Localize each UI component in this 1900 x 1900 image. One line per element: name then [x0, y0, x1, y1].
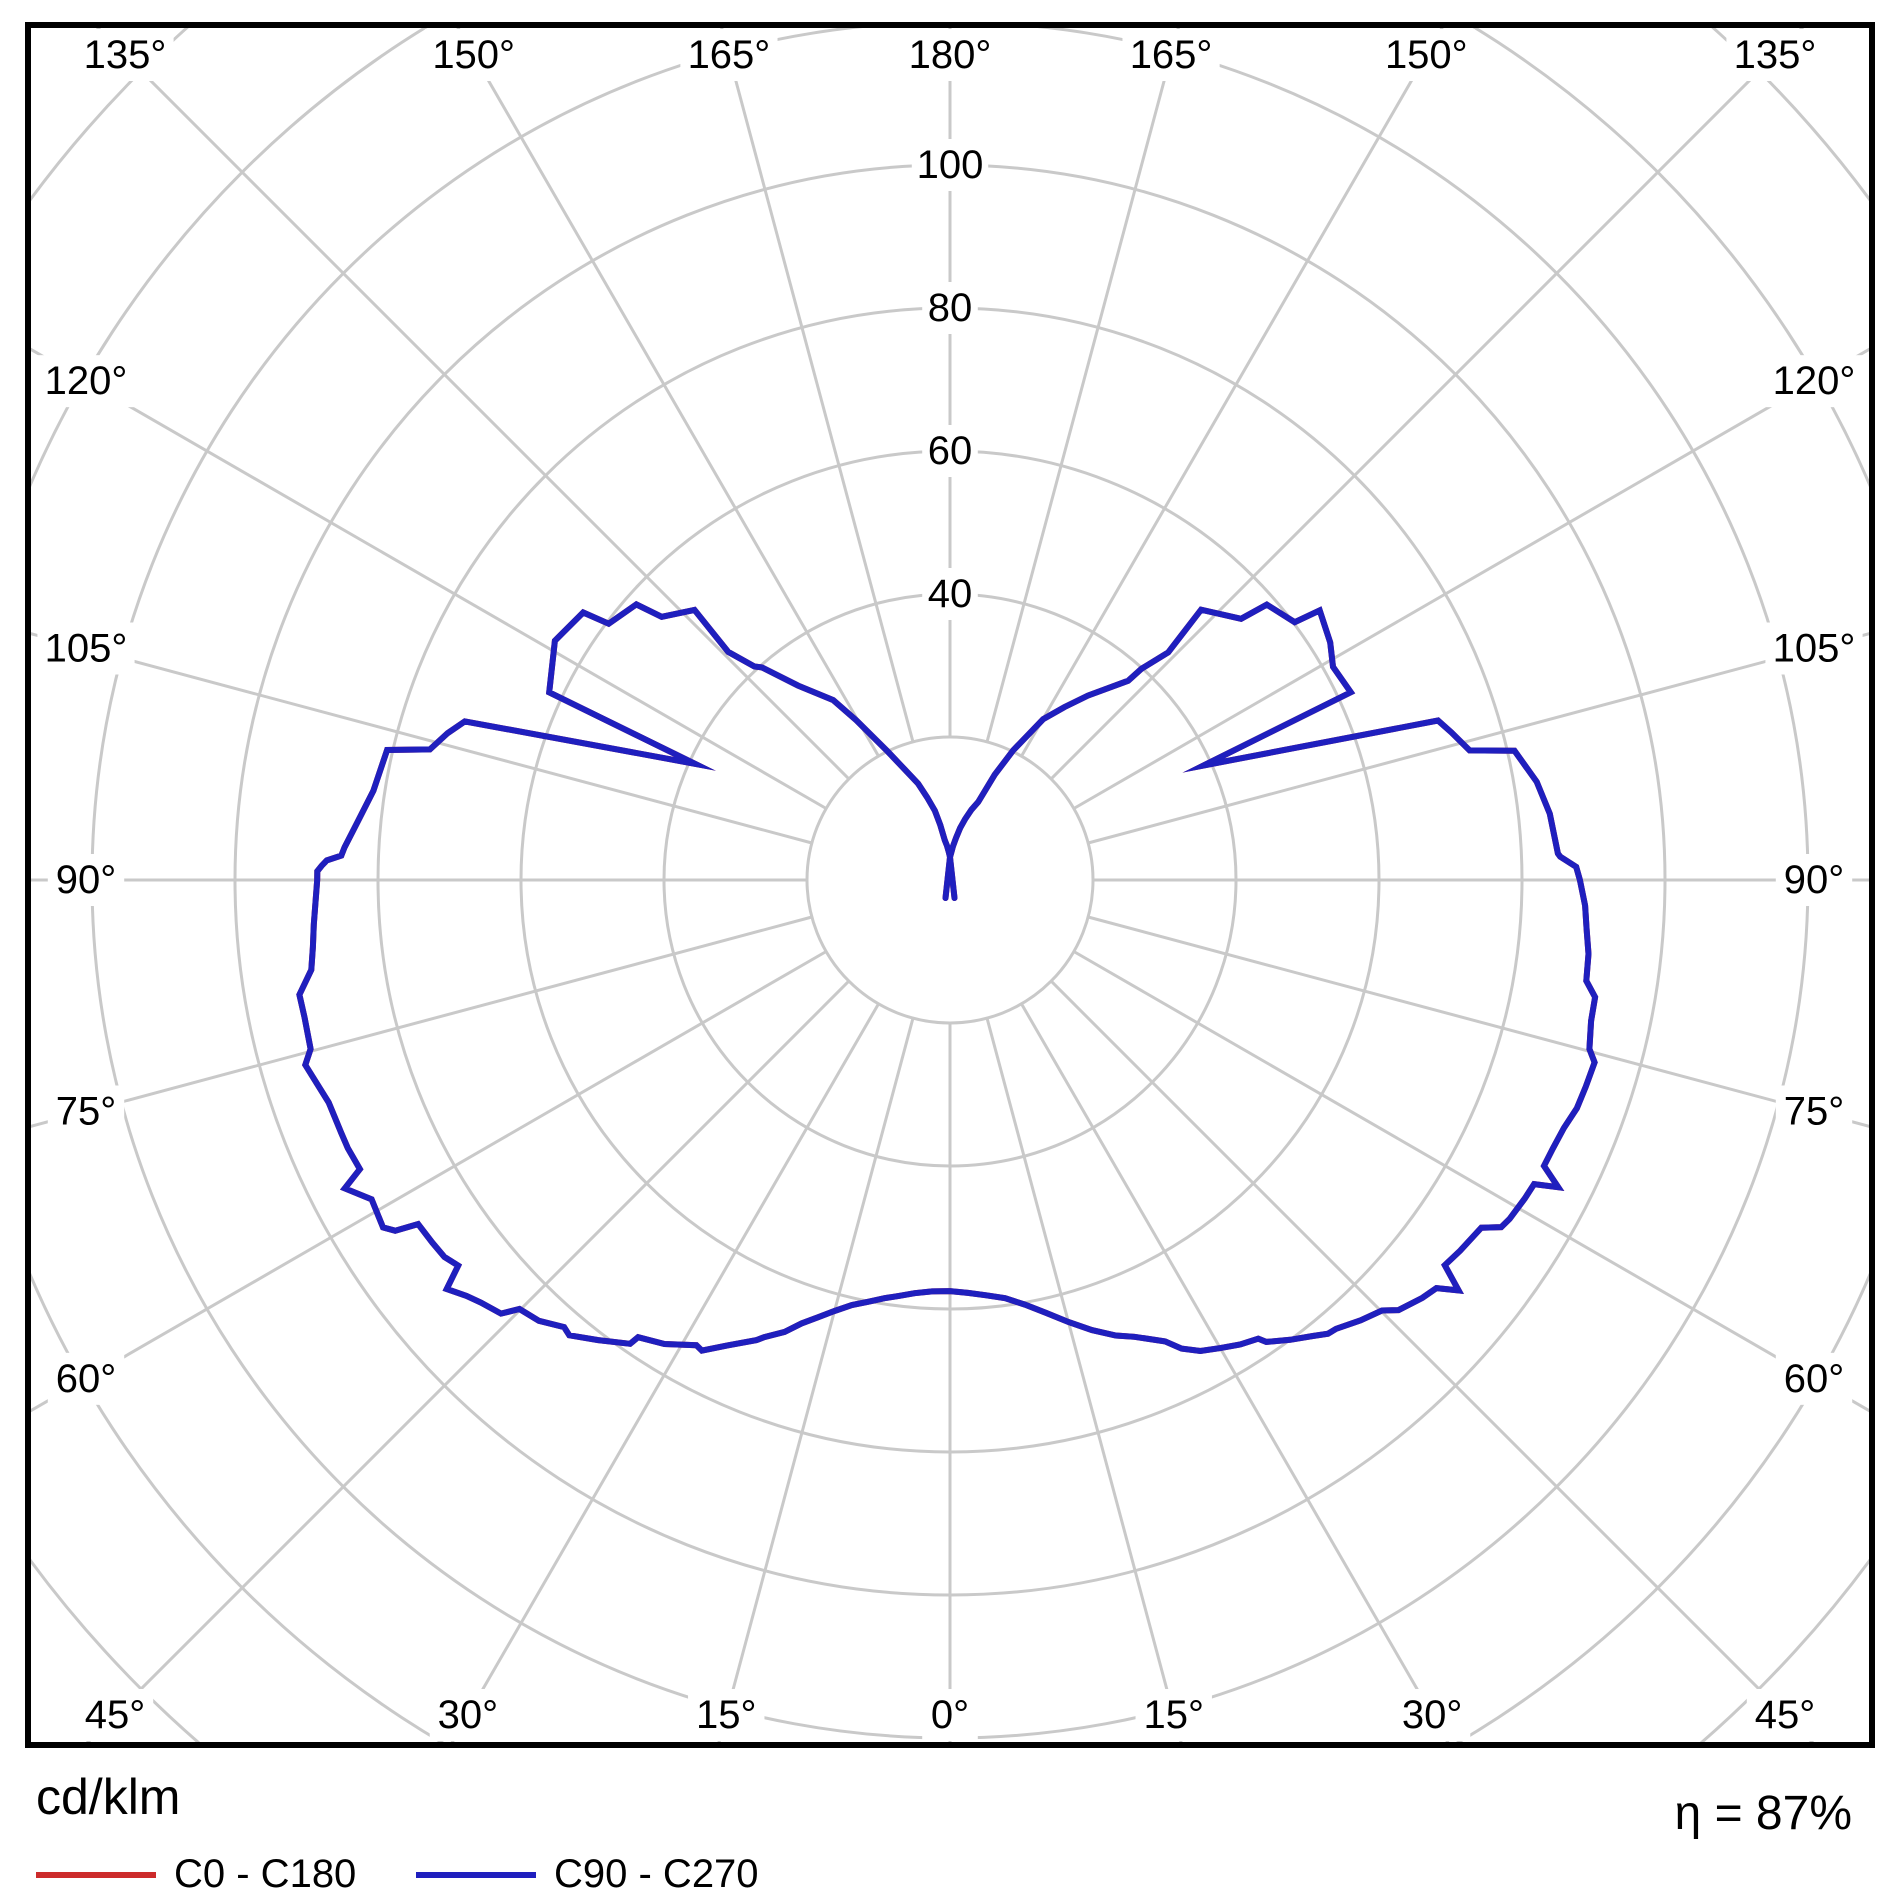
legend-item-c90-c270: C90 - C270 [416, 1852, 759, 1897]
angle-label-90-right-chip [1775, 854, 1853, 906]
angle-label-165-left: 165° [688, 33, 771, 77]
grid-radial-30-left [450, 1003, 880, 1743]
grid-radial-105-right [1087, 631, 1870, 845]
legend-item-c0-c180: C0 - C180 [36, 1852, 356, 1897]
angle-label-75-right: 75° [1784, 1090, 1845, 1134]
angle-label-135-right-chip [1726, 29, 1824, 81]
radius-tick-label-60-chip [922, 425, 978, 477]
legend-swatch-red-line [36, 1871, 156, 1878]
angle-label-105-left-chip [37, 622, 135, 675]
angle-label-30-left-chip [429, 1689, 507, 1741]
angle-label-150-right: 150° [1385, 33, 1468, 77]
angle-label-90-left: 90° [56, 858, 117, 902]
grid-radial-165-right [985, 27, 1181, 743]
angle-label-45-left: 45° [85, 1693, 146, 1737]
angle-label-135-left-chip [76, 29, 174, 81]
angle-label-45-right-chip [1746, 1689, 1824, 1741]
angle-label-60-right: 60° [1784, 1357, 1845, 1401]
units-label: cd/klm [36, 1769, 181, 1825]
angle-label-90-left-chip [47, 854, 125, 906]
angle-label-60-left-chip [47, 1352, 125, 1405]
radius-tick-label-40-chip [922, 568, 978, 620]
grid-radial-105-left [30, 631, 813, 845]
radius-tick-label-100-chip [911, 139, 989, 191]
grid-radial-120-right [1073, 347, 1870, 810]
grid-radial-45-right [1050, 980, 1816, 1743]
angle-label-165-right: 165° [1130, 33, 1213, 77]
angle-label-0-right: 0° [931, 1693, 969, 1737]
angle-label-75-left: 75° [56, 1090, 117, 1134]
angle-label-75-right-chip [1775, 1085, 1853, 1138]
plot-border [25, 22, 1875, 1748]
grid-radial-150-left [455, 27, 880, 757]
angle-label-105-left: 105° [45, 626, 128, 670]
angle-label-15-right: 15° [1143, 1693, 1204, 1737]
angle-label-135-right: 135° [1734, 33, 1817, 77]
angle-label-150-left-chip [425, 29, 523, 81]
angle-label-15-right-chip [1135, 1689, 1212, 1741]
grid-radial-120-left [30, 347, 827, 810]
radius-tick-label-40: 40 [928, 572, 973, 616]
angle-label-120-left-chip [37, 355, 135, 408]
legend-label-c0-c180: C0 - C180 [174, 1852, 357, 1896]
grid-radial-60-right [1073, 950, 1870, 1413]
angle-label-150-left: 150° [432, 33, 515, 77]
angle-label-90-right: 90° [1784, 858, 1845, 902]
angle-label-75-left-chip [47, 1085, 125, 1138]
grid-radial-75-left [30, 915, 813, 1129]
legend-swatch-blue-line [416, 1871, 536, 1878]
angle-label-45-left-chip [76, 1689, 154, 1741]
angle-label-15-left: 15° [696, 1693, 757, 1737]
radius-tick-label-80-chip [922, 282, 978, 334]
grid-radial-150-right [1020, 27, 1445, 757]
angle-label-0-right-chip [922, 1689, 978, 1741]
angle-label-135-left: 135° [84, 33, 167, 77]
legend-label-c90-c270: C90 - C270 [554, 1852, 759, 1896]
grid-radial-135-left [94, 27, 850, 780]
grid-radial-60-left [30, 950, 827, 1413]
angle-label-165-left-chip [680, 29, 778, 81]
angle-label-180-right: 180° [909, 33, 992, 77]
angle-label-150-right-chip [1377, 29, 1475, 81]
grid-radial-15-right [985, 1017, 1183, 1743]
angle-label-15-left-chip [688, 1689, 765, 1741]
angle-label-105-right: 105° [1773, 626, 1856, 670]
angle-label-120-right: 120° [1773, 359, 1856, 403]
grid-radial-30-right [1020, 1003, 1450, 1743]
angle-label-105-right-chip [1765, 622, 1863, 675]
grid-radial-45-left [84, 980, 850, 1743]
angle-label-60-left: 60° [56, 1357, 117, 1401]
angle-label-30-left: 30° [438, 1693, 499, 1737]
radius-tick-label-100: 100 [917, 143, 984, 187]
grid-radial-15-left [717, 1017, 915, 1743]
angle-label-180-right-chip [901, 29, 999, 81]
grid-radial-75-right [1087, 915, 1870, 1129]
angle-label-60-right-chip [1775, 1352, 1853, 1405]
angle-label-165-right-chip [1122, 29, 1220, 81]
radius-tick-label-60: 60 [928, 429, 973, 473]
angle-label-120-left: 120° [45, 359, 128, 403]
angle-label-120-right-chip [1765, 355, 1863, 408]
efficiency-label: η = 87% [1674, 1787, 1852, 1840]
curve-c90-c270 [296, 600, 1599, 1355]
radius-tick-label-80: 80 [928, 286, 973, 330]
angle-label-30-right: 30° [1402, 1693, 1463, 1737]
grid-radial-165-left [719, 27, 915, 743]
curve-c0-c180 [296, 600, 1599, 1355]
grid-radial-135-right [1050, 27, 1806, 780]
angle-label-30-right-chip [1393, 1689, 1471, 1741]
angle-label-45-right: 45° [1755, 1693, 1816, 1737]
